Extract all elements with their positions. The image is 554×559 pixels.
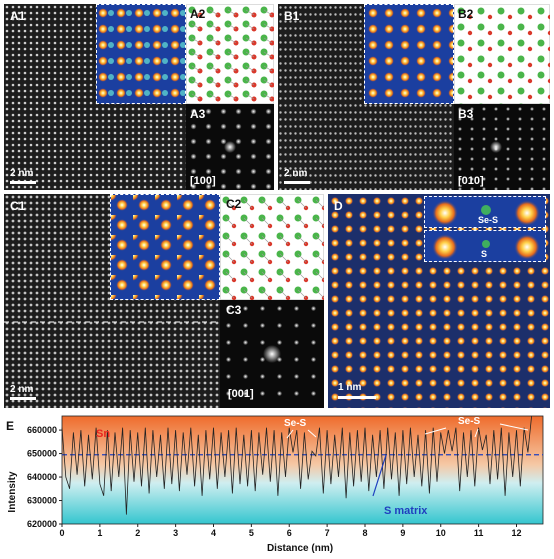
inset-d-top [424,196,546,228]
crystal-b2-svg [455,5,550,105]
x-tick-label: 10 [436,528,446,538]
scale-text-a: 2 nm [10,168,34,179]
label-c2: C2 [226,197,242,211]
label-a2: A2 [190,7,206,21]
x-tick-label: 12 [511,528,521,538]
scale-bar-b [284,181,310,184]
colormap-a1 [97,5,185,103]
crystal-model-a2 [186,4,274,105]
y-axis-ticks: 620000 630000 640000 650000 660000 [27,425,62,529]
annotation-arrows [286,423,529,439]
diffraction-c3 [220,300,324,408]
panel-c1: C1 C2 C3 [001] 2 nm [4,194,324,408]
y-tick-label: 650000 [27,449,57,459]
x-tick-label: 2 [135,528,140,538]
x-tick-label: 4 [211,528,216,538]
x-tick-label: 9 [400,528,405,538]
crystal-model-c2 [220,194,324,301]
panel-a1: A1 A2 A3 [100] 2 nm [4,4,274,190]
x-tick-label: 6 [287,528,292,538]
colormap-lattice-d [328,194,550,408]
label-b1: B1 [284,9,300,23]
y-tick-label: 630000 [27,496,57,506]
scale-bar-c [10,397,36,400]
scale-bar-a [10,181,36,184]
y-tick-label: 660000 [27,425,57,435]
series-line [61,415,532,515]
label-c1: C1 [10,199,26,213]
zone-axis-b3: [010] [458,175,484,187]
inset-d-bottom [424,230,546,262]
crystal-c2-svg [221,195,324,301]
x-tick-label: 5 [249,528,254,538]
label-a1: A1 [10,9,26,23]
diffraction-b3-svg [454,104,550,190]
scale-bar-d [338,396,376,399]
label-d: D [334,199,343,213]
s-matrix-arrow [372,454,387,497]
crystal-model-b2 [454,4,550,105]
x-axis-label: Distance (nm) [267,543,333,554]
panel-b1: B1 B2 B3 [010] 2 nm [278,4,550,190]
scale-text-b: 2 nm [284,168,308,179]
scale-text-d: 1 nm [338,382,362,393]
label-b3: B3 [458,107,474,121]
x-tick-label: 3 [173,528,178,538]
x-tick-label: 8 [362,528,367,538]
zone-axis-c3: [001] [228,388,254,400]
annotation-se-s-1: Se-S [284,418,307,429]
y-tick-label: 620000 [27,519,57,529]
y-tick-label: 640000 [27,472,57,482]
label-b2: B2 [458,7,474,21]
diffraction-a3 [186,104,274,190]
region-label-sn: Sn [96,428,110,440]
zone-axis-a3: [100] [190,175,216,187]
x-tick-label: 1 [97,528,102,538]
label-c3: C3 [226,303,242,317]
inset-a1-colormap [96,4,186,104]
scale-text-c: 2 nm [10,384,34,395]
annotation-se-s-2: Se-S [458,416,481,427]
region-label-s-matrix: S matrix [384,505,428,517]
inset-d-top-svg [432,200,540,226]
colormap-c1 [111,195,219,299]
x-tick-label: 11 [474,528,484,538]
label-s-d: S [481,249,488,259]
inset-d-bottom-svg [432,234,540,260]
label-se-s-d: Se-S [478,215,499,225]
colormap-b1 [365,5,453,103]
diffraction-a3-svg [186,104,274,190]
diffraction-b3 [454,104,550,190]
y-axis-label: Intensity [7,471,18,513]
label-e: E [6,419,14,433]
x-tick-label: 0 [59,528,64,538]
inset-c1-colormap [110,194,220,300]
inset-b1-colormap [364,4,454,104]
diffraction-c3-svg [220,300,324,408]
crystal-a2-svg [187,5,274,105]
panel-d: Se-S S D 1 nm [328,194,550,408]
x-axis-ticks: 0 1 2 3 4 5 6 7 8 9 10 11 12 [59,524,521,538]
x-tick-label: 7 [325,528,330,538]
label-a3: A3 [190,107,206,121]
